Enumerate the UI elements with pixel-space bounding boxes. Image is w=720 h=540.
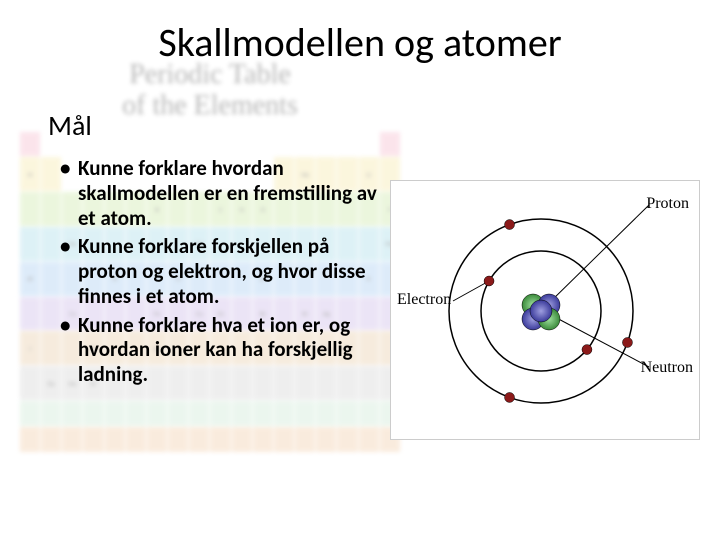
goals-list: Kunne forklare hvordan skallmodellen er … <box>60 156 380 391</box>
bullet-3: Kunne forklare hva et ion er, og hvordan… <box>60 313 380 387</box>
atom-svg <box>391 181 701 441</box>
goals-heading: Mål <box>48 108 92 143</box>
proton-label: Proton <box>646 195 689 213</box>
neutron-label: Neutron <box>641 359 693 377</box>
bullet-2: Kunne forklare forskjellen på proton og … <box>60 234 380 308</box>
atom-diagram: Proton Electron Neutron <box>390 180 700 440</box>
electron-label: Electron <box>397 291 451 309</box>
bullet-1: Kunne forklare hvordan skallmodellen er … <box>60 156 380 230</box>
slide-title: Skallmodellen og atomer <box>0 18 720 67</box>
